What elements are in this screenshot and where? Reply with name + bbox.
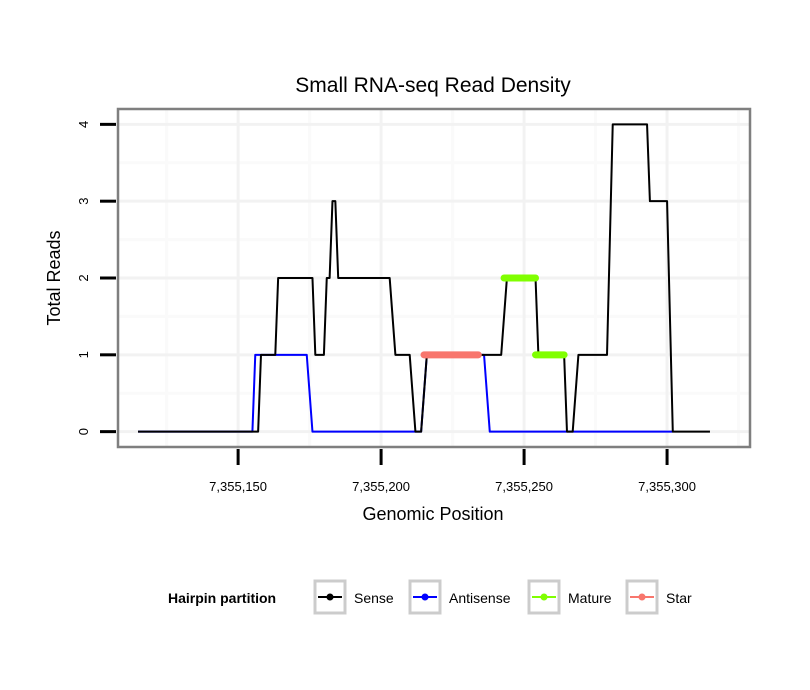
y-axis: 0 1 2 3 4 — [76, 121, 116, 435]
x-tick-label: 7,355,200 — [352, 479, 410, 494]
legend-key-point — [326, 593, 334, 601]
x-axis-title: Genomic Position — [362, 504, 503, 524]
legend: Hairpin partition Sense Antisense Mature St… — [168, 579, 692, 615]
x-tick-label: 7,355,300 — [638, 479, 696, 494]
series-layer — [138, 123, 710, 433]
chart-title: Small RNA-seq Read Density — [295, 74, 571, 97]
legend-label: Mature — [568, 590, 612, 606]
y-axis-title: Total Reads — [44, 230, 64, 325]
legend-label: Star — [666, 590, 692, 606]
legend-title: Hairpin partition — [168, 590, 276, 606]
legend-item-mature: Mature — [527, 579, 612, 615]
legend-key-point — [638, 593, 646, 601]
series-sense-line — [138, 123, 710, 433]
y-tick-label: 2 — [76, 274, 91, 281]
legend-item-antisense: Antisense — [408, 579, 511, 615]
y-tick-label: 0 — [76, 428, 91, 435]
series-antisense-line — [138, 353, 673, 433]
legend-key-point — [421, 593, 429, 601]
legend-label: Sense — [354, 590, 394, 606]
y-tick-label: 4 — [76, 121, 91, 128]
x-tick-label: 7,355,150 — [209, 479, 267, 494]
x-axis: 7,355,150 7,355,200 7,355,250 7,355,300 — [209, 449, 696, 494]
plot-border — [116, 107, 752, 449]
legend-item-sense: Sense — [313, 579, 394, 615]
x-tick-label: 7,355,250 — [495, 479, 553, 494]
legend-item-star: Star — [625, 579, 692, 615]
legend-key-point — [540, 593, 548, 601]
y-tick-label: 3 — [76, 198, 91, 205]
legend-label: Antisense — [449, 590, 511, 606]
y-tick-label: 1 — [76, 351, 91, 358]
